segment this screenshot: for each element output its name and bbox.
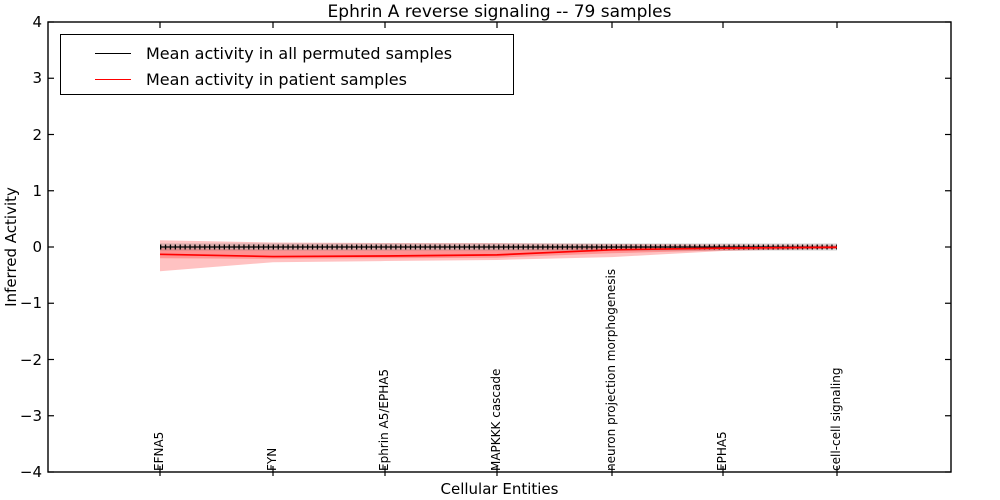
legend-item-permuted: Mean activity in all permuted samples — [61, 40, 513, 66]
y-tick-label: 4 — [32, 13, 42, 31]
y-tick-label: −3 — [19, 406, 42, 425]
x-tick-label: MAPKKK cascade — [489, 368, 503, 471]
patient-line-swatch — [95, 78, 131, 80]
patient-mean-line — [159, 246, 838, 258]
x-tick-label: cell-cell signaling — [829, 367, 843, 472]
x-tick-label: neuron projection morphogenesis — [604, 268, 618, 471]
chart-title: Ephrin A reverse signaling -- 79 samples — [327, 2, 672, 22]
x-tick-label: EFNA5 — [152, 431, 166, 471]
permuted-line-swatch — [95, 52, 131, 54]
y-tick-label: 1 — [32, 181, 42, 200]
patient-std-band — [160, 246, 837, 272]
y-axis-label: Inferred Activity — [2, 187, 21, 307]
y-tick-label: 0 — [32, 238, 42, 256]
x-tick-label: Ephrin A5/EPHA5 — [377, 368, 391, 471]
legend-label-permuted: Mean activity in all permuted samples — [146, 43, 453, 63]
x-tick-label: EPHA5 — [715, 431, 729, 471]
y-tick-label: −2 — [19, 350, 42, 369]
y-tick-label: 2 — [32, 125, 42, 144]
legend: Mean activity in all permuted samples Me… — [60, 34, 514, 95]
y-tick-label: 3 — [32, 69, 42, 88]
y-tick-label: −4 — [19, 463, 42, 481]
y-tick-label: −1 — [19, 294, 42, 313]
x-axis-label: Cellular Entities — [440, 480, 559, 498]
legend-item-patient: Mean activity in patient samples — [61, 66, 513, 92]
patient-std-band — [160, 240, 837, 259]
x-tick-label: FYN — [265, 447, 279, 471]
legend-label-patient: Mean activity in patient samples — [146, 69, 407, 89]
